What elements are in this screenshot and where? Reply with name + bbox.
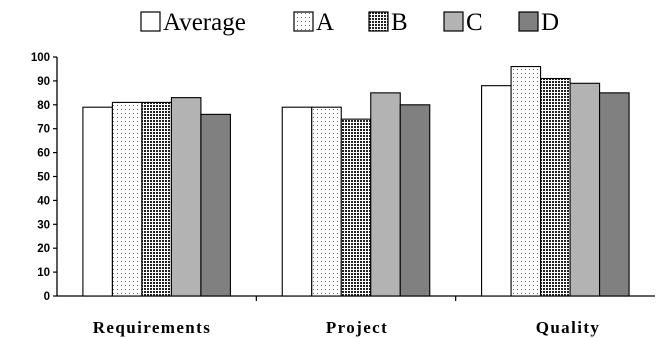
legend-swatch-d <box>518 11 539 32</box>
y-tick-label: 50 <box>37 172 50 184</box>
y-tick-label: 30 <box>37 219 50 231</box>
bar-project-d <box>399 104 431 297</box>
legend-swatch-average <box>140 11 161 32</box>
legend-swatch-c <box>443 11 464 32</box>
y-tick-label: 80 <box>37 100 50 112</box>
bar-project-b <box>340 118 372 297</box>
bar-quality-d <box>599 92 630 297</box>
y-tick-label: 40 <box>37 195 50 207</box>
x-tick-label: Requirements <box>93 318 211 337</box>
bars <box>82 66 630 297</box>
legend-swatch-b <box>368 11 389 32</box>
y-tick-label: 90 <box>37 76 50 88</box>
legend-label-d: D <box>541 9 559 36</box>
bar-requirements-average <box>82 106 113 297</box>
x-tick-label: Project <box>326 318 388 337</box>
legend-label-average: Average <box>163 9 246 36</box>
y-tick-label: 60 <box>37 148 50 160</box>
bar-requirements-b <box>141 101 172 297</box>
axes: 0 10 20 30 40 50 60 70 80 90 100 Requirements Projec… <box>31 52 655 337</box>
y-tick-label: 70 <box>37 124 50 136</box>
legend: Average A B C D <box>140 9 559 36</box>
legend-label-c: C <box>466 9 483 36</box>
bar-requirements-c <box>170 97 202 297</box>
bar-quality-c <box>569 82 601 297</box>
bar-project-a <box>311 106 342 297</box>
y-tick-label: 0 <box>44 291 50 303</box>
y-tick-label: 100 <box>31 52 50 64</box>
y-tick-label: 10 <box>37 267 50 279</box>
bar-project-c <box>370 92 401 297</box>
bar-requirements-a <box>111 101 143 297</box>
bar-quality-average <box>481 85 512 297</box>
y-tick-label: 20 <box>37 243 50 255</box>
bar-quality-b <box>540 77 571 297</box>
legend-swatch-a <box>293 11 314 32</box>
legend-label-b: B <box>391 9 408 36</box>
bar-quality-a <box>510 66 542 297</box>
x-tick-label: Quality <box>536 318 601 337</box>
legend-label-a: A <box>316 9 334 36</box>
bar-requirements-d <box>200 113 231 297</box>
bar-project-average <box>281 106 313 297</box>
